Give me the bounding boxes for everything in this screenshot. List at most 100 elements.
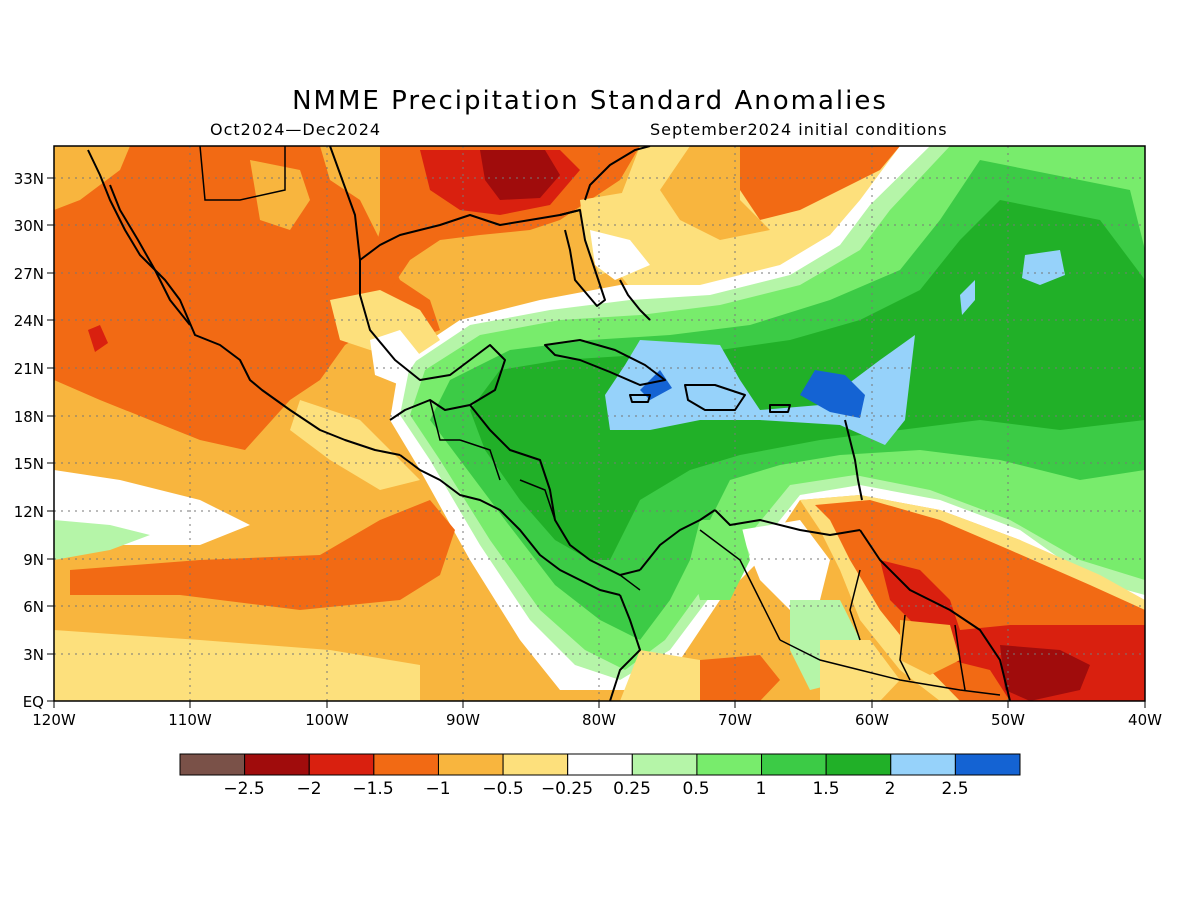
anomaly-deep-blue-2	[640, 370, 672, 400]
lon-label: 120W	[32, 711, 76, 729]
border-ca-2	[519, 479, 556, 521]
colorbar-label: −2	[296, 779, 321, 799]
colorbar-label: −1.5	[352, 779, 393, 799]
lon-label: 100W	[305, 711, 349, 729]
colorbar-swatch	[954, 753, 1021, 776]
coast-jamaica	[629, 394, 651, 403]
colorbar-label: −1	[425, 779, 450, 799]
anomaly-atlantic-blue-2	[960, 280, 975, 315]
lon-label: 40W	[1128, 711, 1162, 729]
coast-puerto-rico	[769, 404, 791, 413]
anomaly-deep-blue-1	[800, 370, 865, 418]
border-panama-colombia	[619, 574, 641, 591]
coast-cuba	[544, 339, 666, 386]
lon-label: 60W	[855, 711, 889, 729]
colorbar-swatch	[890, 753, 956, 776]
border-us-mexico	[199, 146, 286, 201]
colorbar-swatch	[373, 753, 439, 776]
colorbar-swatch	[502, 753, 569, 776]
lat-label: 12N	[14, 503, 44, 521]
colorbar-swatch	[696, 753, 763, 776]
colorbar-swatch	[308, 753, 375, 776]
anomaly-florida-straits-white	[590, 230, 650, 280]
anomaly-field	[54, 146, 1145, 701]
colorbar-swatch	[567, 753, 633, 776]
lat-label: EQ	[23, 693, 44, 711]
lat-label: 30N	[14, 217, 44, 235]
initial-conditions: September2024 initial conditions	[650, 120, 948, 139]
coast-venezuela	[714, 509, 861, 536]
coast-us-atlantic	[584, 146, 651, 201]
coastlines	[87, 146, 1011, 701]
lon-labels: 120W 110W 100W 90W 80W 70W 60W 50W 40W	[32, 711, 1162, 729]
anomaly-sa-light-south	[620, 650, 700, 701]
colorbar-label: 0.25	[613, 779, 651, 799]
anomaly-hispaniola-blue	[605, 335, 915, 445]
lon-label: 90W	[446, 711, 480, 729]
anomaly-sa-orange-south	[700, 655, 780, 701]
colorbar-label: 1.5	[812, 779, 839, 799]
colorbar-label: 1	[756, 779, 767, 799]
coast-colombia-north	[639, 509, 716, 571]
coast-central-america	[399, 454, 621, 596]
border-venezuela-guyana	[849, 569, 861, 641]
anomaly-sw-light	[54, 146, 130, 210]
colorbar-label: 2	[885, 779, 896, 799]
colorbar-swatch	[825, 753, 892, 776]
anomaly-atlantic-orange	[740, 146, 900, 220]
colorbar-label: −0.25	[541, 779, 593, 799]
coast-us-gulf	[359, 209, 581, 261]
lon-label: 80W	[582, 711, 616, 729]
lon-label: 50W	[991, 711, 1025, 729]
border-ca-1	[459, 439, 501, 481]
anomaly-red-spot-mexico	[88, 325, 108, 352]
lat-labels: EQ 3N 6N 9N 12N 15N 18N 21N 24N 27N 30N …	[14, 170, 44, 711]
lon-axis	[53, 701, 1146, 708]
anomaly-atlantic-blue-1	[1022, 250, 1065, 285]
lon-label: 70W	[718, 711, 752, 729]
border-colombia-venezuela	[699, 529, 781, 641]
anomaly-pacific-light-south	[54, 630, 420, 701]
lat-label: 6N	[23, 598, 44, 616]
coast-hispaniola	[684, 384, 746, 411]
anomaly-guianas-lightpatch	[900, 620, 960, 675]
anomaly-guianas-darkred	[1000, 645, 1090, 701]
border-suriname-fg	[954, 624, 966, 691]
anomaly-atlantic-orange-light	[660, 146, 770, 240]
coast-caribbean-ca	[469, 404, 641, 576]
colorbar-swatch	[179, 753, 246, 776]
lat-lon-grid	[54, 146, 1145, 701]
lat-axis	[47, 177, 54, 702]
anomaly-gulf-light	[330, 290, 440, 360]
lat-label: 27N	[14, 265, 44, 283]
colorbar-label: 2.5	[941, 779, 968, 799]
coast-gulf-mexico	[329, 146, 506, 421]
lat-label: 21N	[14, 360, 44, 378]
lat-label: 9N	[23, 551, 44, 569]
lat-label: 18N	[14, 408, 44, 426]
colorbar-swatch	[631, 753, 698, 776]
lat-label: 24N	[14, 312, 44, 330]
anomaly-wet-core	[470, 200, 1145, 560]
anomaly-sa-white-1	[740, 520, 830, 610]
anomaly-pacific-light-east	[290, 400, 420, 490]
map-title: NMME Precipitation Standard Anomalies	[292, 86, 888, 116]
coast-baja	[109, 184, 191, 326]
colorbar-labels: −2.5 −2 −1.5 −1 −0.5 −0.25 0.25 0.5 1 1.…	[223, 779, 968, 799]
forecast-period: Oct2024—Dec2024	[210, 120, 382, 139]
colorbar-swatch	[244, 753, 310, 776]
coast-mexico-pacific	[87, 149, 401, 456]
colorbar-swatch	[761, 753, 827, 776]
colorbar-label: 0.5	[682, 779, 709, 799]
border-mexico-guatemala	[429, 399, 460, 441]
country-borders	[199, 146, 1001, 696]
anomaly-pacific-dry-band	[70, 500, 455, 610]
colorbar	[179, 753, 1021, 776]
coast-lesser-antilles	[844, 419, 863, 501]
coast-florida	[559, 209, 606, 307]
lat-label: 33N	[14, 170, 44, 188]
anomaly-se-us-darkred	[480, 150, 560, 200]
anomaly-mexico-dry	[54, 146, 440, 450]
coast-guianas	[859, 529, 1011, 701]
